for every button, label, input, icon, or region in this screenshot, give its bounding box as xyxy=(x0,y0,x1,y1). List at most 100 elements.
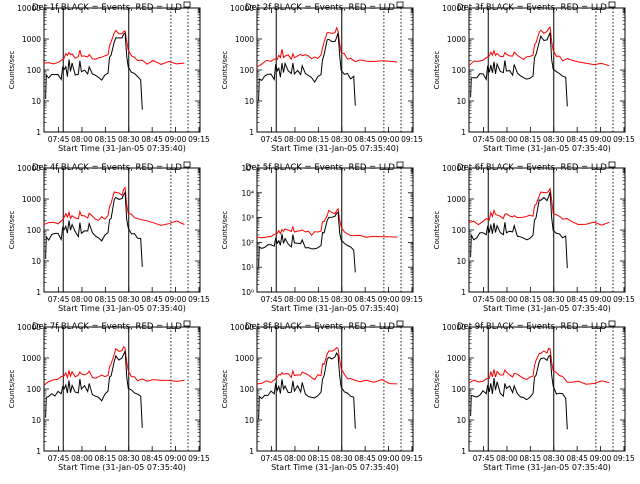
x-tick-label: 08:00 xyxy=(496,454,518,463)
plot-title: Det 4f BLACK = Events, RED = LLD xyxy=(32,163,182,173)
x-tick-label: 08:30 xyxy=(331,135,353,144)
series-lld-line xyxy=(468,186,610,226)
x-tick-label: 09:15 xyxy=(613,135,635,144)
x-tick-label: 07:45 xyxy=(261,454,283,463)
x-tick-label: 07:45 xyxy=(473,295,495,304)
y-axis-label: Counts/sec xyxy=(8,211,16,250)
y-axis-label: Counts/sec xyxy=(433,370,441,409)
y-tick-label: 10 xyxy=(244,97,254,106)
x-tick-label: 08:45 xyxy=(354,135,376,144)
x-tick-label: 08:30 xyxy=(543,454,565,463)
y-tick-label: 100 xyxy=(452,66,467,75)
x-tick-label: 09:00 xyxy=(590,295,612,304)
y-tick-label: 1000 xyxy=(447,35,466,44)
detector-plot-9: Det 9f BLACK = Events, RED = LLD Counts/s… xyxy=(433,320,635,472)
y-tick-label: 10¹ xyxy=(241,263,254,272)
y-axis-label: Counts/sec xyxy=(433,211,441,250)
x-tick-label: 09:00 xyxy=(165,454,187,463)
detector-plot-8: Det 8f BLACK = Events, RED = LLD Counts/s… xyxy=(221,320,423,472)
y-axis-label: Counts/sec xyxy=(8,51,16,90)
x-axis-label: Start Time (31-Jan-05 07:35:40) xyxy=(271,304,399,313)
plot-title: Det 8f BLACK = Events, RED = LLD xyxy=(245,322,395,332)
x-tick-label: 08:00 xyxy=(71,295,93,304)
x-tick-label: 07:45 xyxy=(473,454,495,463)
plot-frame xyxy=(256,7,414,133)
y-tick-label: 1000 xyxy=(235,35,254,44)
x-tick-label: 09:00 xyxy=(165,135,187,144)
detector-plot-5: Det 5f BLACK = Events, RED = LLD Counts/s… xyxy=(221,161,423,313)
x-tick-label: 08:00 xyxy=(284,454,306,463)
x-tick-label: 08:30 xyxy=(331,454,353,463)
y-tick-label: 10 xyxy=(456,257,466,266)
y-axis-label: Counts/sec xyxy=(221,370,229,409)
x-tick-label: 09:15 xyxy=(401,295,423,304)
x-tick-label: 08:15 xyxy=(95,135,117,144)
y-tick-label: 100 xyxy=(240,385,255,394)
x-tick-label: 08:45 xyxy=(141,135,163,144)
legend-box-icon xyxy=(396,161,404,168)
x-tick-label: 08:45 xyxy=(566,295,588,304)
y-axis-label: Counts/sec xyxy=(221,51,229,90)
x-axis-label: Start Time (31-Jan-05 07:35:40) xyxy=(271,463,399,472)
x-axis-label: Start Time (31-Jan-05 07:35:40) xyxy=(483,304,611,313)
x-tick-label: 09:00 xyxy=(378,135,400,144)
y-tick-label: 1 xyxy=(36,288,41,297)
y-tick-label: 100 xyxy=(452,226,467,235)
plot-frame xyxy=(43,326,201,452)
x-tick-label: 08:00 xyxy=(71,135,93,144)
y-tick-label: 1000 xyxy=(447,354,466,363)
legend-box-icon xyxy=(183,320,191,327)
x-tick-label: 09:15 xyxy=(613,454,635,463)
plot-title: Det 3f BLACK = Events, RED = LLD xyxy=(457,3,607,13)
x-tick-label: 08:15 xyxy=(95,295,117,304)
x-tick-label: 08:00 xyxy=(496,135,518,144)
y-tick-label: 10 xyxy=(31,416,41,425)
y-tick-label: 1000 xyxy=(22,35,41,44)
plot-title: Det 1f BLACK = Events, RED = LLD xyxy=(32,3,182,13)
x-axis-label: Start Time (31-Jan-05 07:35:40) xyxy=(483,144,611,153)
y-tick-label: 100 xyxy=(27,226,42,235)
x-tick-label: 09:15 xyxy=(188,454,210,463)
y-tick-label: 10000 xyxy=(17,323,41,332)
detector-plot-7: Det 7f BLACK = Events, RED = LLD Counts/s… xyxy=(8,320,210,472)
y-tick-label: 1 xyxy=(36,128,41,137)
x-tick-label: 09:00 xyxy=(165,295,187,304)
plot-title: Det 2f BLACK = Events, RED = LLD xyxy=(245,3,395,13)
series-events-line xyxy=(470,32,568,107)
x-tick-label: 08:30 xyxy=(331,295,353,304)
y-tick-label: 1 xyxy=(249,128,254,137)
y-tick-label: 10000 xyxy=(442,164,466,173)
plot-title: Det 9f BLACK = Events, RED = LLD xyxy=(457,322,607,332)
x-tick-label: 07:45 xyxy=(261,135,283,144)
x-axis-label: Start Time (31-Jan-05 07:35:40) xyxy=(58,463,186,472)
x-tick-label: 07:45 xyxy=(261,295,283,304)
series-events-line xyxy=(470,191,568,269)
y-tick-label: 10000 xyxy=(442,323,466,332)
detector-plot-6: Det 6f BLACK = Events, RED = LLD Counts/s… xyxy=(433,161,635,313)
x-axis-label: Start Time (31-Jan-05 07:35:40) xyxy=(58,304,186,313)
x-tick-label: 08:30 xyxy=(543,135,565,144)
series-lld-line xyxy=(468,26,610,67)
x-tick-label: 09:15 xyxy=(188,295,210,304)
y-tick-label: 100 xyxy=(240,66,255,75)
x-tick-label: 08:15 xyxy=(95,454,117,463)
legend-box-icon xyxy=(183,1,191,8)
y-tick-label: 100 xyxy=(452,385,467,394)
series-lld-line xyxy=(43,29,185,65)
series-events-line xyxy=(258,32,356,106)
series-lld-line xyxy=(43,345,185,386)
x-tick-label: 08:15 xyxy=(308,454,330,463)
x-tick-label: 09:15 xyxy=(401,135,423,144)
plot-title: Det 5f BLACK = Events, RED = LLD xyxy=(245,163,395,173)
detector-plot-1: Det 1f BLACK = Events, RED = LLD Counts/s… xyxy=(8,1,210,153)
y-tick-label: 100 xyxy=(27,385,42,394)
x-tick-label: 09:15 xyxy=(401,454,423,463)
x-tick-label: 08:30 xyxy=(118,135,140,144)
x-tick-label: 07:45 xyxy=(48,135,70,144)
x-tick-label: 08:45 xyxy=(566,135,588,144)
plot-frame xyxy=(43,7,201,133)
series-events-line xyxy=(258,351,356,429)
series-events-line xyxy=(258,211,356,273)
y-tick-label: 1000 xyxy=(235,354,254,363)
x-tick-label: 07:45 xyxy=(48,295,70,304)
